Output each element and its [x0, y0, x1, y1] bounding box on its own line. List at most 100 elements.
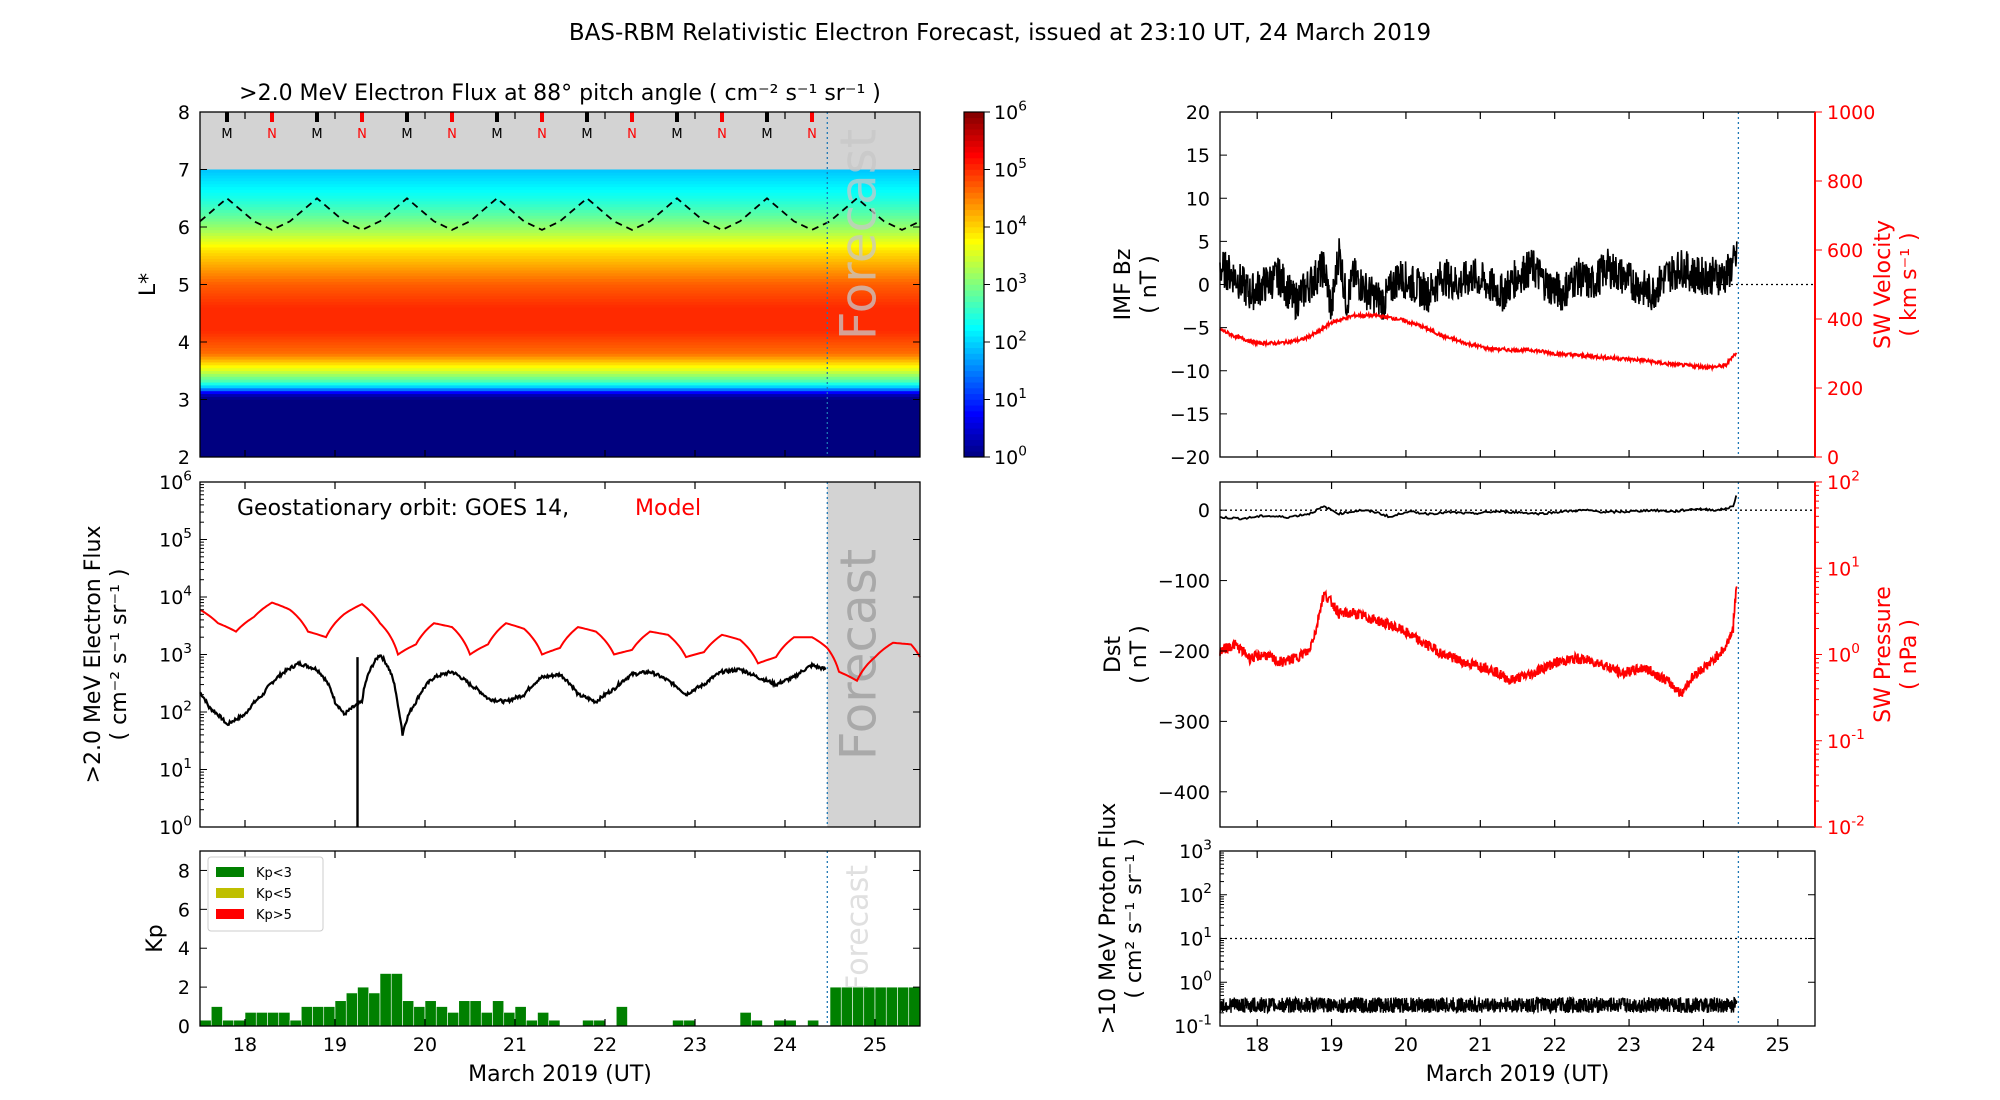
geo-ytick-label: 104: [159, 583, 192, 609]
colorbar-cell: [964, 215, 984, 222]
imf-ytick-label: 15: [1186, 145, 1210, 167]
colorbar-tick-label: 100: [994, 443, 1027, 469]
heatmap-cell: [200, 264, 920, 268]
imf-right-tick-label: 0: [1827, 447, 1839, 469]
colorbar-cell: [964, 272, 984, 280]
heatmap-cell: [200, 218, 920, 222]
colorbar-cell: [964, 318, 984, 326]
kp-frame: [199, 850, 921, 1027]
heatmap-cell: [200, 269, 920, 274]
colorbar-cell: [964, 203, 984, 211]
colorbar-cell: [964, 450, 984, 458]
dst-right-ylabel: SW Pressure: [1871, 586, 1896, 723]
imf-right-tick-label: 400: [1827, 309, 1863, 331]
kp-bar: [278, 1012, 291, 1027]
mn-marker-label: M: [311, 127, 322, 142]
kp-bar: [334, 1000, 347, 1027]
colorbar-cell: [964, 255, 984, 262]
heatmap-cell: [200, 367, 920, 372]
dst-right-tick-label: 101: [1827, 555, 1860, 581]
kp-forecast-bar: [874, 986, 887, 1027]
kp-bar: [255, 1012, 268, 1027]
dst-frame: [1219, 481, 1816, 828]
heatmap-cell: [200, 427, 920, 432]
lstar-ytick-label: 5: [178, 275, 190, 297]
heatmap-cell: [200, 177, 920, 182]
colorbar-cell: [964, 381, 984, 389]
heatmap-cell: [200, 327, 920, 331]
heatmap-cell: [200, 212, 920, 216]
heatmap-cell: [200, 453, 920, 458]
proton-xtick-label: 20: [1394, 1034, 1418, 1056]
mn-marker-label: M: [221, 127, 232, 142]
heatmap-cell: [200, 223, 920, 228]
heatmap-cell: [200, 281, 920, 285]
heatmap-cell: [200, 344, 920, 349]
proton-xtick-label: 25: [1766, 1034, 1790, 1056]
colorbar-cell: [964, 174, 984, 182]
heatmap-cell: [200, 252, 920, 257]
heatmap-cell: [200, 258, 920, 262]
kp-ytick-label: 0: [178, 1016, 190, 1038]
kp-bar: [469, 1000, 482, 1027]
mn-marker-label: M: [761, 127, 772, 142]
heatmap-cell: [200, 442, 920, 446]
heatmap-cell: [200, 174, 920, 179]
proton-ytick-label: 102: [1179, 881, 1212, 907]
heatmap-cell: [200, 384, 920, 389]
kp-forecast-bar: [852, 986, 865, 1027]
geo-ytick-label: 103: [159, 641, 192, 667]
geo-legend-prefix: Geostationary orbit: GOES 14,: [237, 496, 569, 521]
heatmap-cell: [200, 341, 920, 346]
kp-bar: [424, 1000, 437, 1027]
imf-ytick-label: 5: [1198, 231, 1210, 253]
colorbar-cell: [964, 307, 984, 314]
kp-bar: [289, 1019, 302, 1027]
figure-title: BAS-RBM Relativistic Electron Forecast, …: [569, 20, 1431, 46]
proton-xtick-label: 23: [1617, 1034, 1641, 1056]
colorbar-cell: [964, 370, 984, 377]
geo-ytick-label: 105: [159, 526, 192, 552]
colorbar-cell: [964, 353, 984, 360]
kp-bar: [593, 1019, 606, 1027]
kp-bar: [435, 1006, 448, 1027]
imf-bz-line: [1219, 238, 1738, 321]
proton-xtick-label: 22: [1543, 1034, 1567, 1056]
colorbar-cell: [964, 341, 984, 349]
heatmap-cell: [200, 307, 920, 311]
kp-bar: [582, 1019, 595, 1027]
kp-bar: [323, 1006, 336, 1027]
heatmap-cell: [200, 192, 920, 196]
mn-marker-label: N: [447, 127, 457, 142]
heatmap-cell: [200, 232, 920, 236]
kp-bar: [537, 1012, 550, 1027]
heatmap-cell: [200, 390, 920, 395]
heatmap-cell: [200, 318, 920, 323]
heatmap-cell: [200, 335, 920, 340]
lstar-forecast-label: Forecast: [829, 129, 887, 341]
colorbar-cell: [964, 289, 984, 297]
imf-right-ylabel: ( km s⁻¹ ): [1897, 232, 1922, 336]
colorbar-cell: [964, 399, 984, 406]
kp-forecast-bar: [829, 986, 842, 1027]
lstar-ytick-label: 7: [178, 160, 190, 182]
heatmap-cell: [200, 413, 920, 418]
heatmap-cell: [200, 356, 920, 360]
colorbar-cell: [964, 445, 984, 452]
colorbar-cell: [964, 278, 984, 285]
heatmap-cell: [200, 203, 920, 208]
heatmap-cell: [200, 261, 920, 265]
kp-bar: [784, 1019, 797, 1027]
heatmap-cell: [200, 220, 920, 225]
heatmap-cell: [200, 399, 920, 403]
heatmap-cell: [200, 416, 920, 420]
dst-right-tick-label: 100: [1827, 641, 1860, 667]
colorbar-cell: [964, 284, 984, 291]
proton-xtick-label: 21: [1468, 1034, 1492, 1056]
imf-ytick-label: 10: [1186, 188, 1210, 210]
kp-xtick-label: 24: [773, 1034, 797, 1056]
colorbar-cell: [964, 192, 984, 199]
kp-legend-swatch: [216, 888, 244, 898]
kp-bar: [492, 1000, 505, 1027]
colorbar-cell: [964, 123, 984, 130]
